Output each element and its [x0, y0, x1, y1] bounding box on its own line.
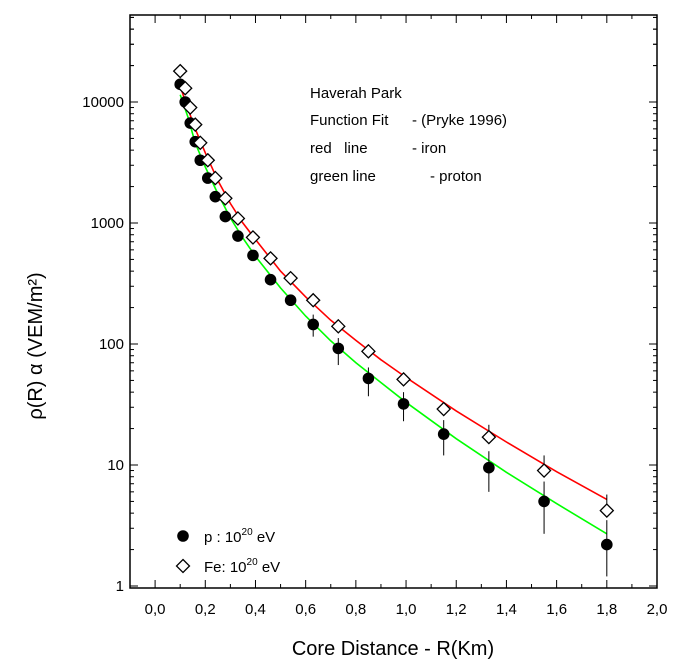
proton-point — [209, 190, 222, 203]
iron-point — [263, 250, 278, 266]
legend-label: p : 1020 eV — [204, 527, 275, 546]
proton-point — [232, 230, 244, 242]
legend-marker-iron — [175, 558, 191, 574]
proton-point — [307, 318, 319, 331]
x-tick-label: 0,2 — [195, 601, 216, 618]
y-tick-label: 1 — [116, 578, 124, 595]
annotations: Haverah Park Function Fit - (Pryke 1996) re… — [310, 85, 507, 185]
x-tick-label: 1,2 — [446, 601, 467, 618]
x-tick-label: 1,6 — [546, 601, 567, 618]
iron-point — [536, 463, 552, 478]
y-tick-label: 100 — [99, 336, 124, 353]
legend: p : 1020 eV Fe: 1020 eV — [175, 527, 280, 576]
iron-point — [207, 170, 223, 186]
proton-point — [201, 172, 214, 184]
x-tick-label: 0,8 — [345, 601, 366, 618]
iron-point — [599, 503, 615, 519]
y-tick-label: 1000 — [91, 215, 124, 232]
proton-point — [601, 538, 613, 551]
proton-point — [247, 249, 259, 262]
iron-point — [182, 100, 198, 115]
iron-point — [360, 343, 376, 359]
y-tick-label: 10000 — [82, 94, 124, 111]
axes-group: 0,0 0,2 0,4 0,6 0,8 1,0 1,2 1,4 1,6 1,8 2,0 1 10 100 1… — [82, 14, 668, 618]
iron-point — [283, 270, 299, 286]
legend-marker-proton — [177, 530, 189, 542]
y-tick-label: 10 — [107, 457, 124, 474]
x-axis-label: Core Distance - R(Km) — [292, 638, 494, 660]
proton-point — [362, 372, 375, 385]
proton-point — [194, 154, 207, 167]
proton-point — [397, 398, 410, 410]
data-markers — [172, 63, 615, 577]
iron-point — [172, 63, 188, 79]
iron-point — [192, 135, 208, 151]
proton-point — [437, 428, 450, 440]
proton-point — [483, 461, 495, 474]
x-tick-label: 1,0 — [396, 601, 417, 618]
annotation-text: - proton — [430, 168, 482, 185]
iron-point — [481, 429, 497, 445]
x-tick-label: 1,4 — [496, 601, 517, 618]
iron-point — [187, 117, 203, 133]
iron-point — [245, 230, 261, 245]
iron-point — [200, 152, 216, 168]
legend-label: Fe: 1020 eV — [204, 557, 280, 576]
annotation-text: Haverah Park — [310, 85, 402, 102]
x-tick-label: 1,8 — [596, 601, 617, 618]
proton-point — [332, 342, 345, 355]
annotation-text: green line — [310, 168, 376, 185]
y-axis-label: ρ(R) α (VEM/m²) — [25, 272, 47, 419]
annotation-text: - iron — [412, 140, 446, 157]
x-tick-label: 2,0 — [647, 601, 668, 618]
plot-frame — [129, 14, 658, 589]
annotation-text: red line — [310, 140, 368, 157]
x-tick-label: 0,4 — [245, 601, 266, 618]
iron-point — [177, 80, 193, 96]
proton-point — [264, 273, 277, 286]
x-tick-label: 0,6 — [295, 601, 316, 618]
proton-point — [219, 210, 232, 223]
iron-point — [230, 211, 246, 226]
iron-point — [330, 318, 346, 334]
iron-point — [436, 401, 452, 417]
proton-point — [284, 294, 297, 307]
iron-point — [217, 190, 233, 206]
fit-curve — [179, 85, 608, 501]
annotation-text: - (Pryke 1996) — [412, 112, 507, 129]
iron-point — [396, 371, 411, 387]
annotation-text: Function Fit — [310, 112, 389, 129]
iron-point — [305, 292, 321, 308]
proton-point — [538, 495, 550, 508]
x-tick-label: 0,0 — [145, 601, 166, 618]
